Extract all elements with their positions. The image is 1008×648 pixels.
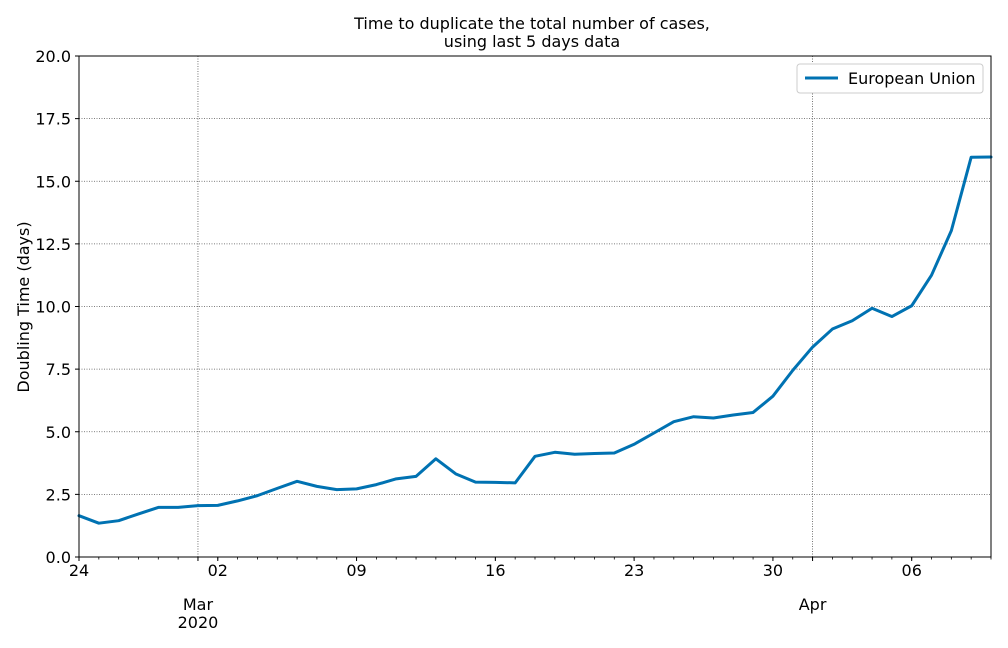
x-tick-label: 09 <box>346 561 366 580</box>
x-year-label: 2020 <box>178 613 219 632</box>
grid-lines <box>79 55 991 558</box>
y-tick-label: 10.0 <box>35 298 71 317</box>
y-tick-label: 12.5 <box>35 235 71 254</box>
x-tick-label: 02 <box>208 561 228 580</box>
y-tick-label: 7.5 <box>46 360 71 379</box>
y-tick-label: 20.0 <box>35 47 71 66</box>
y-tick-label: 2.5 <box>46 485 71 504</box>
axis-ticks: 0.0 2.5 5.0 7.5 10.0 12.5 15.0 17.5 20.0 24 02 09 16… <box>35 47 992 632</box>
x-tick-label: 30 <box>763 561 783 580</box>
x-tick-label: 23 <box>624 561 644 580</box>
x-tick-label: 06 <box>902 561 922 580</box>
y-tick-label: 0.0 <box>46 548 71 567</box>
chart-title-line1: Time to duplicate the total number of ca… <box>353 14 710 33</box>
legend: European Union <box>796 63 984 94</box>
series-line-0 <box>77 155 993 525</box>
legend-label-european-union: European Union <box>848 69 976 88</box>
x-month-label: Apr <box>799 595 827 614</box>
chart-title-line2: using last 5 days data <box>444 32 620 51</box>
x-month-label: Mar <box>183 595 214 614</box>
y-tick-label: 15.0 <box>35 172 71 191</box>
y-axis-label: Doubling Time (days) <box>14 221 33 392</box>
legend-box <box>796 63 984 94</box>
series-layer <box>77 155 993 525</box>
x-tick-label: 16 <box>485 561 505 580</box>
y-tick-label: 17.5 <box>35 110 71 129</box>
y-tick-label: 5.0 <box>46 423 71 442</box>
x-tick-label: 24 <box>69 561 89 580</box>
